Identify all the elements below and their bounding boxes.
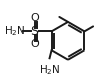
Text: S: S — [31, 25, 39, 38]
Text: H$_2$N: H$_2$N — [39, 63, 60, 77]
Text: O: O — [30, 39, 39, 49]
Text: H$_2$N: H$_2$N — [4, 24, 25, 38]
Text: O: O — [30, 13, 39, 23]
